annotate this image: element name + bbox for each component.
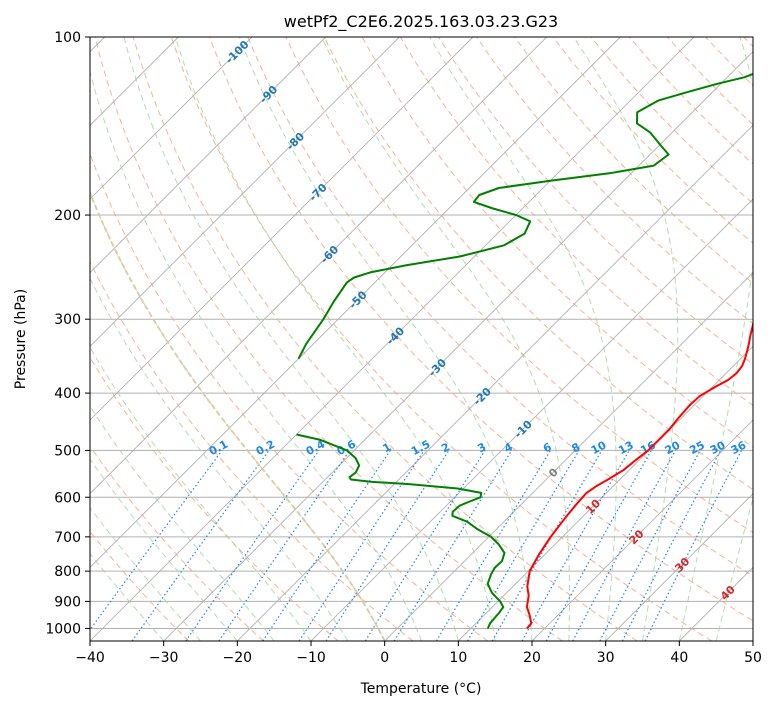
x-tick-label: −20 (223, 650, 253, 666)
x-tick-label: 0 (380, 650, 389, 666)
y-tick-label: 900 (54, 594, 81, 610)
y-tick-label: 400 (54, 386, 81, 402)
y-tick-label: 1000 (45, 621, 81, 637)
x-tick-label: 50 (744, 650, 762, 666)
y-tick-label: 100 (54, 30, 81, 46)
y-tick-label: 700 (54, 530, 81, 546)
y-tick-label: 800 (54, 564, 81, 580)
y-tick-label: 200 (54, 208, 81, 224)
chart-title: wetPf2_C2E6.2025.163.03.23.G23 (284, 12, 558, 32)
x-tick-label: 20 (523, 650, 541, 666)
y-tick-label: 300 (54, 312, 81, 328)
x-tick-label: −40 (75, 650, 105, 666)
x-tick-label: 30 (597, 650, 615, 666)
plot-area: -100-90-80-70-60-50-40-30-20-10010203040… (0, 37, 775, 641)
x-tick-label: −10 (296, 650, 326, 666)
x-tick-label: 40 (670, 650, 688, 666)
y-tick-label: 600 (54, 490, 81, 506)
x-tick-label: 10 (449, 650, 467, 666)
x-tick-label: −30 (149, 650, 179, 666)
x-axis-title: Temperature (°C) (360, 681, 482, 697)
y-axis-title: Pressure (hPa) (13, 289, 29, 389)
y-tick-label: 500 (54, 443, 81, 459)
